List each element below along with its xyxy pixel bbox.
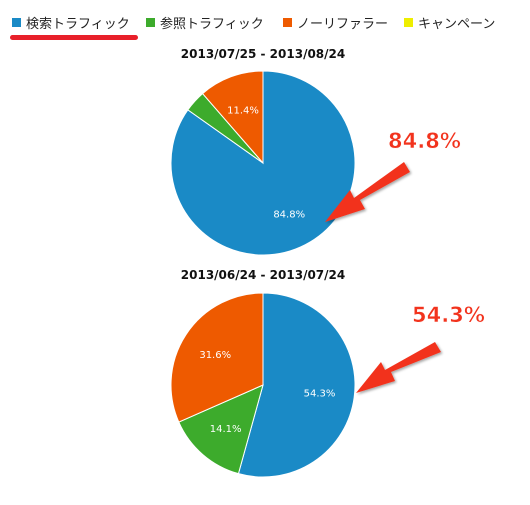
legend-label-referral-traffic: 参照トラフィック xyxy=(160,16,264,32)
legend-label-no-referrer: ノーリファラー xyxy=(297,16,389,32)
pie-2-slice-search-traffic[interactable] xyxy=(237,292,356,478)
legend-item-referral-traffic[interactable]: 参照トラフィック xyxy=(146,12,264,32)
legend-swatch-no-referrer xyxy=(283,17,292,27)
legend-swatch-referral-traffic xyxy=(146,17,155,27)
callout-2-arrow xyxy=(356,342,441,393)
pie-2-slice-no-referrer[interactable] xyxy=(170,292,264,423)
legend-item-no-referrer[interactable]: ノーリファラー xyxy=(283,12,388,32)
pie-chart-2: 54.3% 14.1% 31.6% xyxy=(170,292,356,478)
pie-1-slice-search-traffic[interactable] xyxy=(170,70,356,256)
legend-item-search-traffic[interactable]: 検索トラフィック xyxy=(12,12,130,32)
legend-label-search-traffic: 検索トラフィック xyxy=(26,16,130,32)
pie-2-label-referral-traffic: 14.1% xyxy=(210,424,242,435)
legend-swatch-search-traffic xyxy=(12,17,21,27)
chart-1-title: 2013/07/25 - 2013/08/24 xyxy=(181,47,345,61)
pie-1-slice-no-referrer[interactable] xyxy=(201,70,264,165)
chart-legend: 検索トラフィック 参照トラフィック ノーリファラー キャンペーン xyxy=(0,12,530,32)
pie-1-label-search-traffic: 84.8% xyxy=(273,210,305,221)
pie-chart-1: 84.8% 11.4% xyxy=(170,70,356,256)
legend-swatch-campaign xyxy=(404,17,413,27)
pie-2-label-search-traffic: 54.3% xyxy=(304,389,336,400)
callout-2-text: 54.3% xyxy=(412,303,485,327)
legend-highlight-underline xyxy=(10,35,138,40)
pie-2-slice-referral-traffic[interactable] xyxy=(178,384,264,475)
callout-1-arrow xyxy=(325,162,410,222)
legend-item-campaign[interactable]: キャンペーン xyxy=(404,12,495,32)
chart-2-title: 2013/06/24 - 2013/07/24 xyxy=(181,268,345,282)
callout-1-text: 84.8% xyxy=(388,129,461,153)
pie-2-label-no-referrer: 31.6% xyxy=(199,350,231,361)
legend-label-campaign: キャンペーン xyxy=(418,16,496,32)
pie-1-label-no-referrer: 11.4% xyxy=(227,106,259,117)
